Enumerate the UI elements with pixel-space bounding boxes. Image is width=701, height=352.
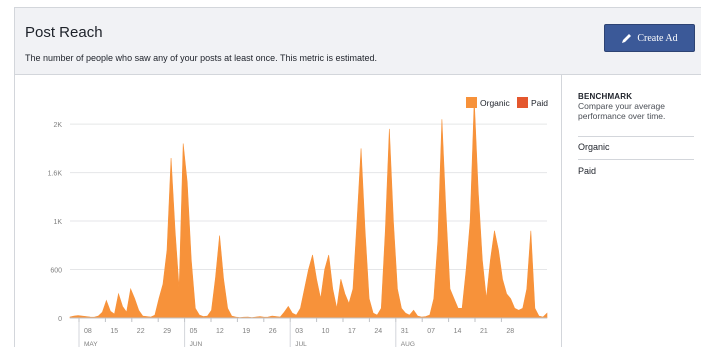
divider	[578, 136, 694, 137]
x-tick-label: 12	[216, 328, 224, 335]
legend-swatch-organic	[466, 97, 477, 108]
legend-label-paid: Paid	[531, 98, 548, 108]
x-tick-label: 28	[506, 328, 514, 335]
month-label: AUG	[401, 341, 415, 347]
chart-legend: Organic Paid	[466, 97, 548, 108]
organic-area	[69, 99, 548, 319]
benchmark-description: Compare your average performance over ti…	[578, 101, 666, 121]
x-tick-label: 22	[137, 328, 145, 335]
x-tick-label: 29	[163, 328, 171, 335]
x-tick-label: 17	[348, 328, 356, 335]
post-reach-panel: Post Reach The number of people who saw …	[14, 7, 701, 348]
chart-svg: 0 600 1K 1.6K 2K 08 15 22 29 05 12 19 26 03 10 17 24 31 07…	[48, 97, 548, 348]
post-reach-chart: 0 600 1K 1.6K 2K 08 15 22 29 05 12 19 26 03 10 17 24 31 07…	[15, 75, 561, 348]
x-tick-label: 14	[454, 328, 462, 335]
y-tick-label: 0	[58, 316, 62, 323]
panel-title: Post Reach	[25, 24, 103, 41]
create-ad-label: Create Ad	[637, 32, 678, 44]
benchmark-panel: BENCHMARK Compare your average performan…	[561, 75, 701, 347]
y-tick-label: 1.6K	[48, 171, 63, 178]
x-tick-label: 10	[322, 328, 330, 335]
x-tick-label: 26	[269, 328, 277, 335]
benchmark-option-organic[interactable]: Organic	[578, 142, 610, 152]
benchmark-option-paid[interactable]: Paid	[578, 166, 597, 176]
panel-header: Post Reach The number of people who saw …	[15, 8, 701, 75]
legend-label-organic: Organic	[480, 98, 511, 108]
x-tick-label: 08	[84, 328, 92, 335]
panel-subtitle: The number of people who saw any of your…	[25, 53, 378, 63]
x-tick-label: 21	[480, 328, 488, 335]
pencil-icon	[622, 33, 632, 43]
y-tick-label: 1K	[53, 219, 62, 226]
x-tick-label: 07	[427, 328, 435, 335]
x-tick-label: 19	[242, 328, 250, 335]
benchmark-title: BENCHMARK	[578, 92, 633, 101]
x-tick-label: 05	[190, 328, 198, 335]
legend-swatch-paid	[517, 97, 528, 108]
divider	[578, 159, 694, 160]
x-tick-label: 03	[295, 328, 303, 335]
y-tick-label: 600	[50, 268, 62, 275]
create-ad-button[interactable]: Create Ad	[604, 24, 695, 52]
x-tick-label: 31	[401, 328, 409, 335]
month-label: MAY	[84, 341, 98, 347]
x-tick-label: 15	[110, 328, 118, 335]
y-tick-label: 2K	[53, 122, 62, 129]
month-label: JUL	[295, 341, 307, 347]
x-tick-label: 24	[374, 328, 382, 335]
month-label: JUN	[190, 341, 203, 347]
